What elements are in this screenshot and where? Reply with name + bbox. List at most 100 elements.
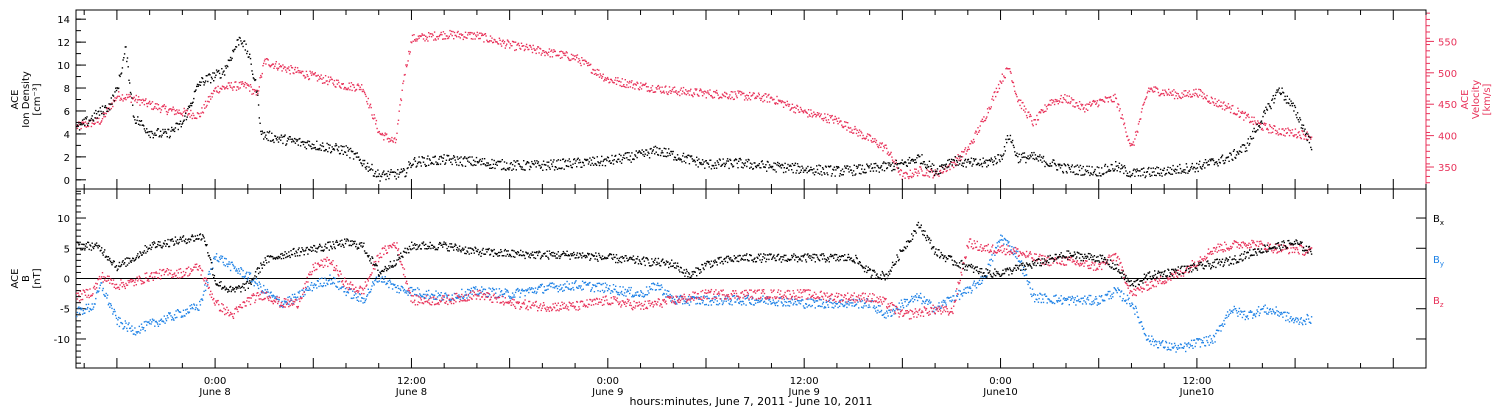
data-point bbox=[152, 137, 154, 139]
data-point bbox=[357, 83, 359, 85]
data-point bbox=[1280, 93, 1282, 96]
data-point bbox=[981, 282, 983, 284]
data-point bbox=[334, 277, 336, 280]
data-point bbox=[324, 82, 326, 84]
data-point bbox=[1022, 272, 1024, 275]
data-point bbox=[822, 119, 825, 122]
data-point bbox=[701, 163, 703, 166]
data-point bbox=[281, 300, 283, 303]
data-point bbox=[914, 299, 916, 301]
data-point bbox=[466, 37, 468, 39]
data-point bbox=[1132, 307, 1135, 309]
data-point bbox=[88, 120, 90, 122]
data-point bbox=[405, 172, 408, 174]
data-point bbox=[686, 90, 688, 92]
data-point bbox=[361, 297, 364, 299]
data-point bbox=[941, 164, 943, 166]
data-point bbox=[177, 309, 179, 312]
data-point bbox=[434, 155, 436, 157]
data-point bbox=[1154, 340, 1157, 342]
data-point bbox=[321, 82, 324, 84]
data-point bbox=[212, 92, 214, 95]
data-point bbox=[780, 100, 782, 102]
data-point bbox=[869, 134, 871, 136]
data-point bbox=[532, 163, 534, 165]
data-point bbox=[702, 300, 704, 302]
data-point bbox=[1101, 295, 1103, 297]
data-point bbox=[925, 300, 927, 302]
data-point bbox=[908, 175, 911, 178]
data-point bbox=[1053, 101, 1055, 103]
data-point bbox=[1029, 113, 1031, 116]
data-point bbox=[576, 158, 579, 161]
data-point bbox=[567, 160, 569, 162]
data-point bbox=[98, 287, 101, 289]
data-point bbox=[930, 168, 933, 170]
data-point bbox=[630, 161, 632, 163]
data-point bbox=[230, 82, 232, 84]
data-point bbox=[426, 158, 428, 160]
data-point bbox=[1157, 167, 1160, 169]
data-point bbox=[198, 113, 200, 115]
data-point bbox=[853, 305, 855, 307]
data-point bbox=[1110, 297, 1112, 300]
data-point bbox=[345, 294, 347, 297]
data-point bbox=[704, 91, 707, 93]
data-point bbox=[949, 163, 951, 165]
data-point bbox=[907, 303, 909, 306]
data-point bbox=[134, 98, 137, 101]
data-point bbox=[823, 117, 825, 120]
data-point bbox=[133, 116, 135, 118]
data-point bbox=[522, 290, 524, 292]
data-point bbox=[391, 171, 394, 173]
data-point bbox=[923, 296, 925, 298]
data-point bbox=[358, 300, 360, 302]
data-point bbox=[448, 159, 450, 161]
data-point bbox=[173, 128, 175, 130]
data-point bbox=[449, 158, 451, 160]
data-point bbox=[1084, 173, 1086, 175]
data-point bbox=[497, 43, 500, 45]
data-point bbox=[967, 148, 969, 151]
data-point bbox=[640, 88, 643, 90]
data-point bbox=[78, 306, 80, 308]
data-point bbox=[199, 300, 201, 303]
data-point bbox=[1258, 125, 1260, 127]
data-point bbox=[935, 173, 937, 175]
data-point bbox=[713, 164, 715, 167]
data-point bbox=[584, 281, 587, 283]
data-point bbox=[319, 282, 322, 285]
data-point bbox=[1180, 172, 1182, 174]
data-point bbox=[302, 70, 304, 73]
data-point bbox=[1031, 288, 1034, 290]
data-point bbox=[696, 156, 698, 158]
data-point bbox=[989, 159, 991, 161]
data-point bbox=[252, 279, 255, 282]
data-point bbox=[347, 291, 349, 293]
data-point bbox=[919, 166, 922, 168]
data-point bbox=[1073, 301, 1075, 303]
data-point bbox=[164, 322, 166, 324]
data-point bbox=[586, 284, 588, 286]
data-point bbox=[1003, 146, 1006, 148]
data-point bbox=[837, 123, 839, 125]
data-point bbox=[411, 290, 414, 293]
data-point bbox=[203, 84, 205, 86]
data-point bbox=[359, 293, 361, 296]
data-point bbox=[861, 132, 863, 134]
data-point bbox=[1118, 289, 1121, 291]
data-point bbox=[511, 163, 514, 166]
data-point bbox=[1123, 172, 1125, 175]
data-point bbox=[470, 31, 472, 34]
data-point bbox=[464, 291, 467, 293]
data-point bbox=[967, 146, 970, 148]
data-point bbox=[1019, 104, 1021, 107]
data-point bbox=[1292, 134, 1294, 137]
data-point bbox=[518, 163, 520, 165]
data-point bbox=[633, 83, 635, 85]
data-point bbox=[914, 159, 917, 161]
data-point bbox=[787, 103, 789, 105]
data-point bbox=[249, 273, 251, 275]
data-point bbox=[1111, 293, 1113, 295]
data-point bbox=[277, 67, 280, 69]
